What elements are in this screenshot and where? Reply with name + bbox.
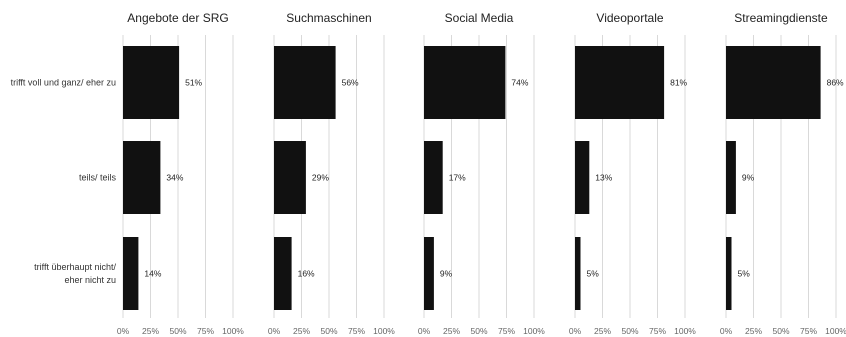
x-tick-label: 25%	[745, 326, 762, 336]
data-label: 13%	[595, 173, 612, 183]
data-label: 16%	[298, 269, 315, 279]
category-label: trifft voll und ganz/ eher zu	[11, 78, 116, 88]
data-label: 34%	[166, 173, 183, 183]
x-tick-label: 50%	[772, 326, 789, 336]
x-tick-label: 0%	[117, 326, 130, 336]
bar	[123, 141, 161, 214]
data-label: 51%	[185, 78, 202, 88]
data-label: 9%	[440, 269, 453, 279]
x-tick-label: 75%	[800, 326, 817, 336]
x-tick-label: 25%	[594, 326, 611, 336]
data-label: 5%	[587, 269, 600, 279]
x-tick-label: 25%	[142, 326, 159, 336]
data-label: 14%	[144, 269, 161, 279]
x-tick-label: 0%	[569, 326, 582, 336]
x-tick-label: 75%	[498, 326, 515, 336]
bar	[726, 46, 821, 119]
x-tick-label: 100%	[222, 326, 244, 336]
bar	[575, 46, 665, 119]
x-tick-label: 50%	[621, 326, 638, 336]
bar	[575, 237, 581, 310]
x-tick-label: 0%	[268, 326, 281, 336]
x-tick-label: 100%	[674, 326, 696, 336]
x-tick-label: 25%	[443, 326, 460, 336]
bar	[123, 46, 180, 119]
bar	[274, 141, 306, 214]
category-label: trifft überhaupt nicht/	[34, 262, 116, 272]
bar	[274, 46, 336, 119]
panel-title: Videoportale	[596, 11, 663, 25]
bar	[424, 237, 434, 310]
x-tick-label: 0%	[720, 326, 733, 336]
data-label: 56%	[342, 78, 359, 88]
x-tick-label: 0%	[418, 326, 431, 336]
panel-title: Suchmaschinen	[286, 11, 371, 25]
bar	[726, 237, 732, 310]
bar	[575, 141, 590, 214]
panel-title: Angebote der SRG	[127, 11, 228, 25]
data-label: 74%	[511, 78, 528, 88]
bar	[123, 237, 139, 310]
data-label: 17%	[449, 173, 466, 183]
bar	[726, 141, 736, 214]
x-tick-label: 75%	[197, 326, 214, 336]
x-tick-label: 100%	[523, 326, 545, 336]
x-tick-label: 50%	[470, 326, 487, 336]
bar	[274, 237, 292, 310]
data-label: 9%	[742, 173, 755, 183]
x-tick-label: 25%	[293, 326, 310, 336]
x-tick-label: 100%	[373, 326, 395, 336]
bar	[424, 141, 443, 214]
bar	[424, 46, 506, 119]
data-label: 29%	[312, 173, 329, 183]
x-tick-label: 75%	[649, 326, 666, 336]
data-label: 86%	[827, 78, 844, 88]
data-label: 81%	[670, 78, 687, 88]
category-label: eher nicht zu	[64, 275, 116, 285]
x-tick-label: 50%	[320, 326, 337, 336]
category-label: teils/ teils	[79, 173, 117, 183]
panel-title: Streamingdienste	[734, 11, 828, 25]
panel-title: Social Media	[445, 11, 514, 25]
x-tick-label: 100%	[825, 326, 846, 336]
x-tick-label: 75%	[348, 326, 365, 336]
data-label: 5%	[738, 269, 751, 279]
x-tick-label: 50%	[169, 326, 186, 336]
